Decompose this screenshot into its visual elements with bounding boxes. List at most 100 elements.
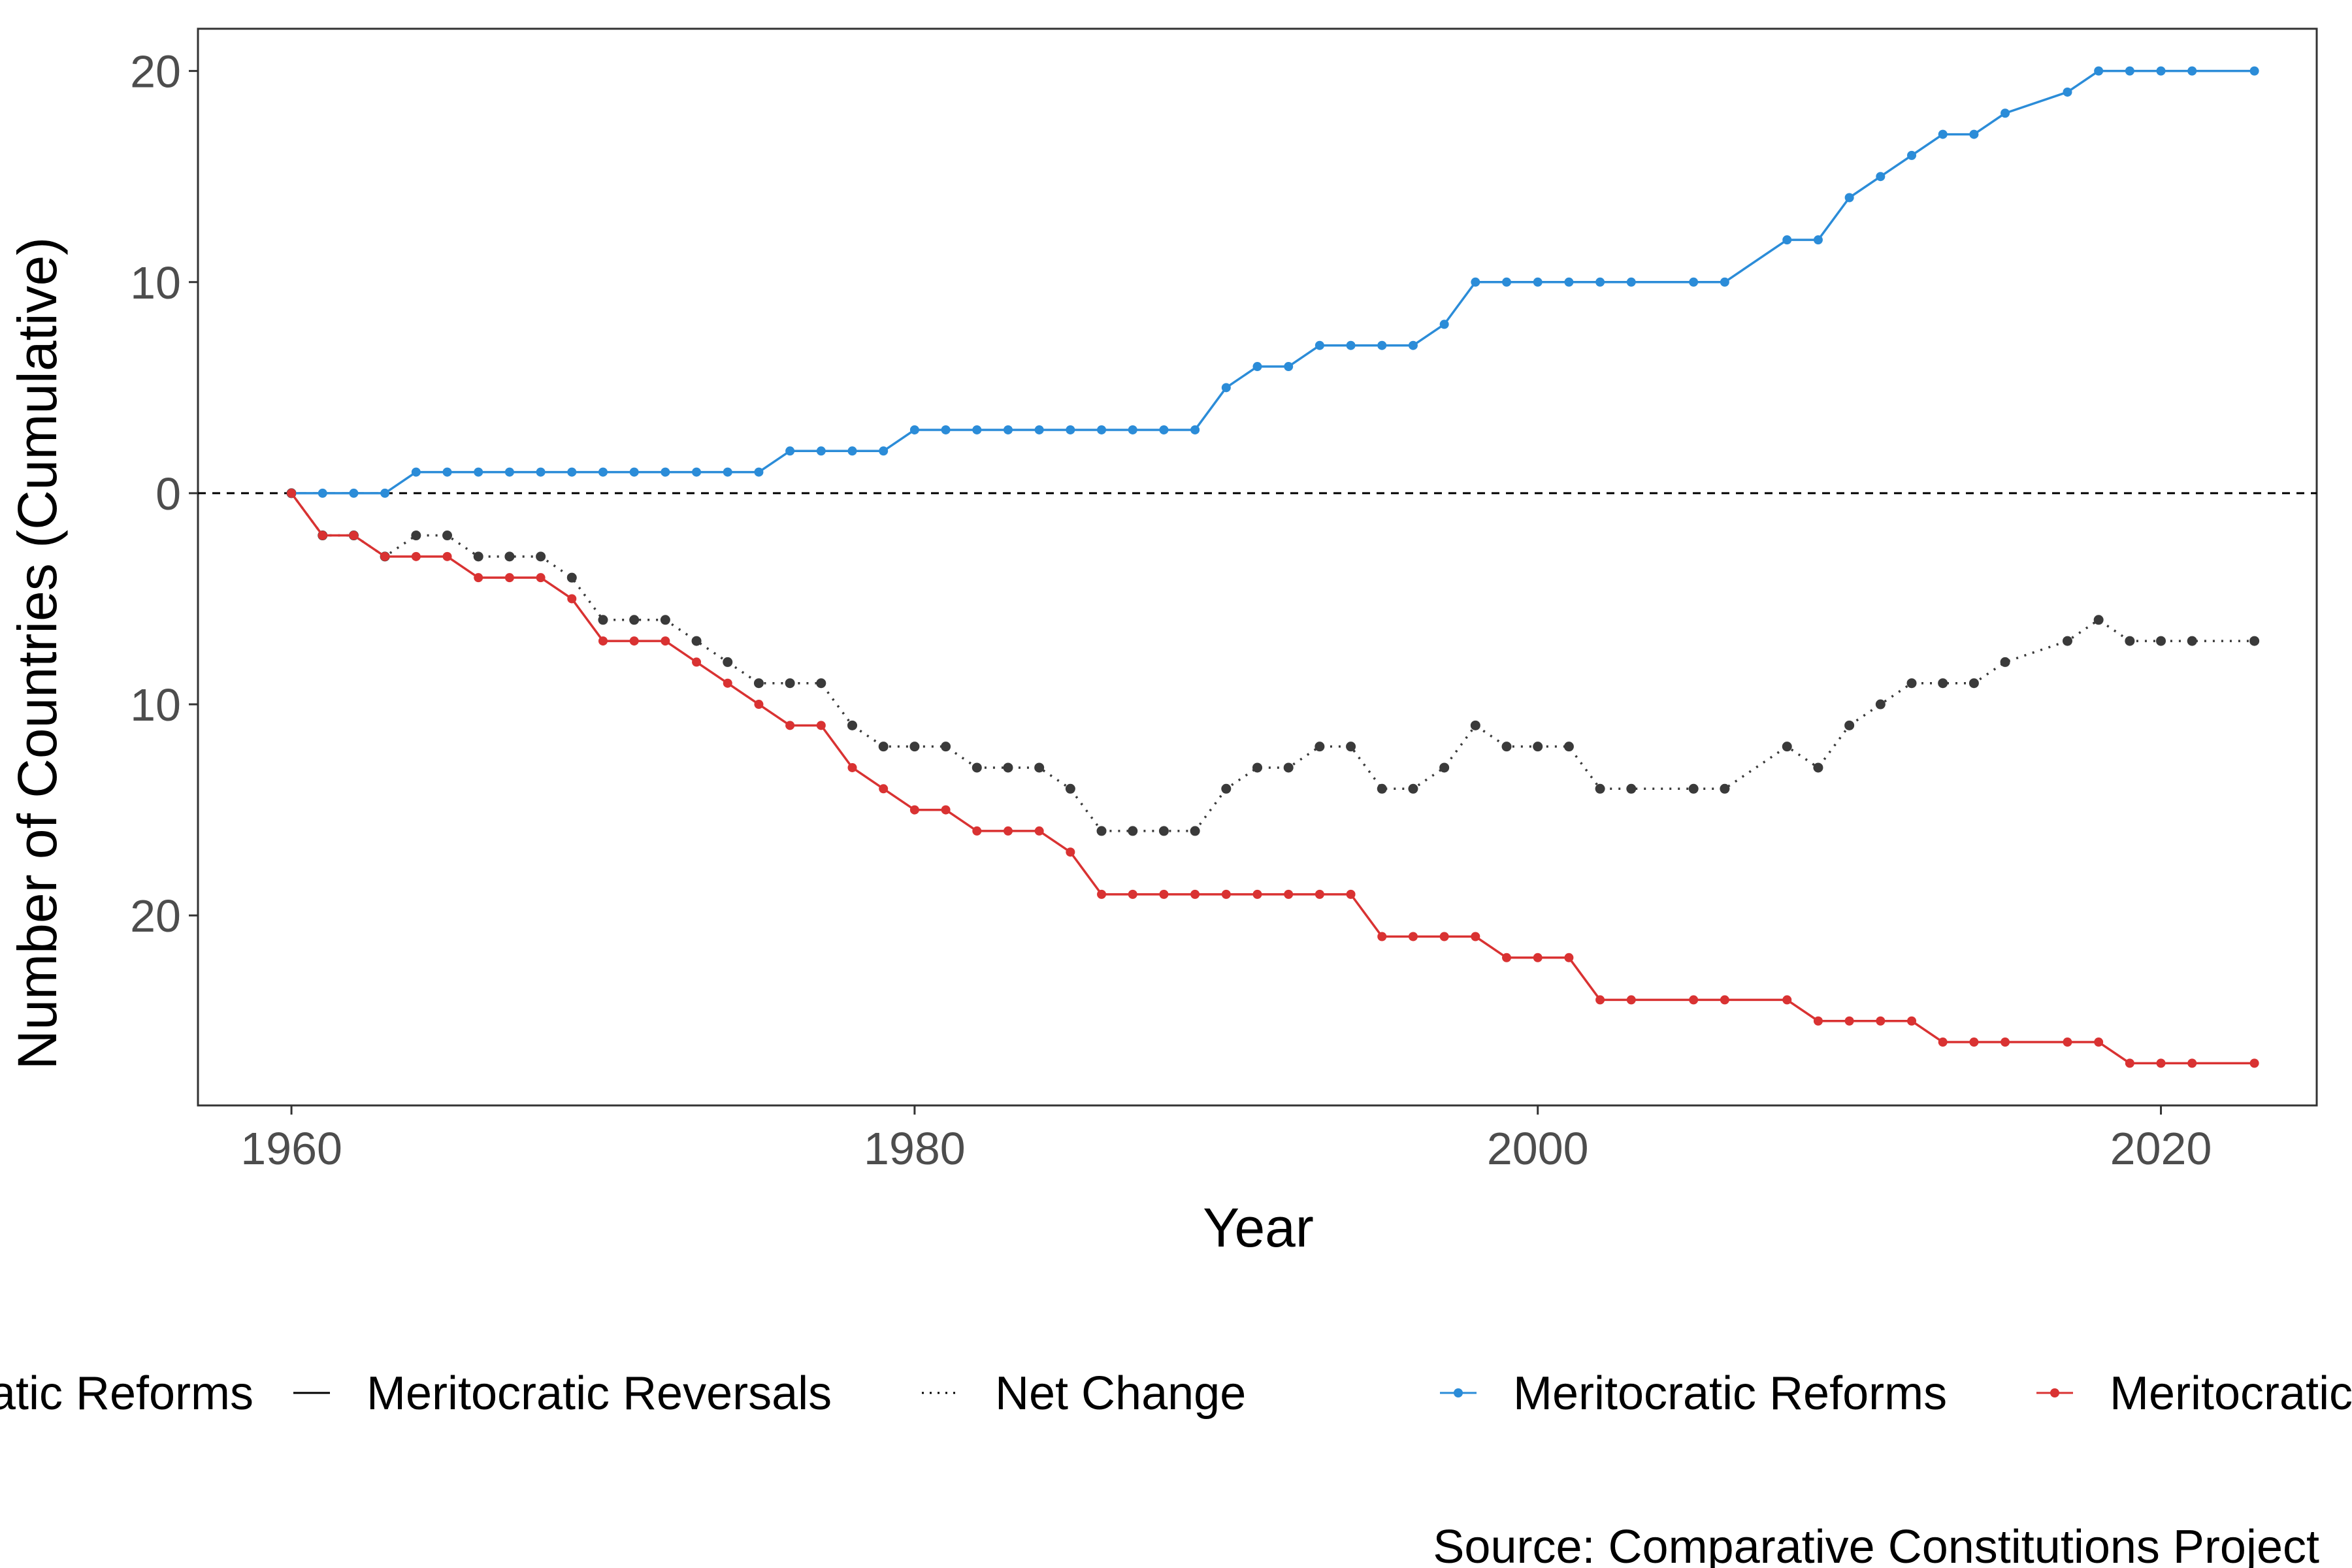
data-point-net-change (1782, 742, 1792, 752)
legend-label: Net Change (995, 1367, 1246, 1420)
data-point-meritocratic-reversals (1969, 1037, 1979, 1047)
data-point-meritocratic-reversals (2125, 1058, 2134, 1068)
data-point-net-change (1720, 783, 1730, 794)
data-point-meritocratic-reforms (972, 425, 982, 434)
data-point-net-change (1626, 783, 1637, 794)
data-point-meritocratic-reforms (1377, 340, 1387, 350)
data-point-meritocratic-reversals (1720, 995, 1729, 1005)
data-point-net-change (909, 742, 920, 752)
data-point-meritocratic-reversals (2249, 1058, 2259, 1068)
data-point-meritocratic-reversals (816, 721, 826, 730)
data-point-net-change (1439, 762, 1450, 773)
data-point-meritocratic-reversals (1844, 1016, 1854, 1026)
data-point-meritocratic-reforms (941, 425, 951, 434)
data-point-net-change (566, 572, 577, 583)
data-point-meritocratic-reversals (1782, 995, 1792, 1005)
data-point-meritocratic-reforms (1408, 340, 1418, 350)
data-point-net-change (1096, 826, 1107, 836)
data-point-net-change (504, 551, 515, 562)
data-point-net-change (691, 636, 702, 646)
data-point-meritocratic-reforms (2063, 87, 2072, 97)
y-tick-label: 20 (130, 46, 181, 97)
data-point-meritocratic-reversals (1907, 1016, 1917, 1026)
legend-label: Meritocratic Reversals (2110, 1367, 2352, 1420)
x-axis-title: Year (1203, 1197, 1314, 1258)
data-point-meritocratic-reforms (474, 467, 483, 477)
data-point-meritocratic-reversals (380, 551, 390, 561)
data-point-meritocratic-reforms (1003, 425, 1013, 434)
data-point-meritocratic-reversals (474, 573, 483, 583)
data-point-meritocratic-reversals (1564, 953, 1574, 962)
plot-panel (197, 27, 2318, 1107)
data-point-net-change (972, 762, 982, 773)
x-tick-label: 2000 (1487, 1123, 1589, 1174)
data-point-net-change (1688, 783, 1699, 794)
data-point-meritocratic-reforms (1969, 129, 1979, 139)
y-tick-label: 10 (130, 679, 181, 730)
x-axis: 1960 1980 2000 2020 (240, 1105, 2212, 1174)
data-point-meritocratic-reversals (2063, 1037, 2072, 1047)
data-point-meritocratic-reversals (1034, 826, 1044, 836)
data-point-meritocratic-reversals (1689, 995, 1699, 1005)
data-point-meritocratic-reversals (598, 636, 608, 646)
data-point-net-change (1875, 699, 1886, 710)
data-point-net-change (660, 615, 670, 625)
y-tick-label: 10 (130, 257, 181, 308)
data-point-meritocratic-reforms (1159, 425, 1169, 434)
data-point-meritocratic-reforms (723, 467, 732, 477)
data-point-meritocratic-reforms (2249, 66, 2259, 76)
series-meritocratic-reforms (287, 66, 2259, 498)
data-point-meritocratic-reforms (1907, 150, 1917, 160)
data-point-meritocratic-reforms (442, 467, 452, 477)
data-point-net-change (1533, 742, 1543, 752)
series-meritocratic-reversals (287, 488, 2259, 1068)
data-point-meritocratic-reversals (536, 573, 546, 583)
data-point-meritocratic-reforms (318, 488, 327, 498)
data-point-meritocratic-reversals (349, 531, 359, 540)
data-point-meritocratic-reforms (1284, 362, 1294, 372)
data-point-net-change (2156, 636, 2166, 646)
data-point-meritocratic-reforms (1876, 172, 1886, 182)
data-point-net-change (2125, 636, 2135, 646)
data-point-net-change (2000, 657, 2010, 667)
data-point-meritocratic-reforms (380, 488, 390, 498)
data-point-meritocratic-reforms (1128, 425, 1137, 434)
data-point-meritocratic-reversals (318, 531, 327, 540)
data-point-net-change (411, 531, 421, 541)
data-point-meritocratic-reforms (816, 446, 826, 456)
data-point-meritocratic-reversals (2156, 1058, 2166, 1068)
data-point-net-change (1595, 783, 1605, 794)
data-point-net-change (1221, 783, 1232, 794)
data-point-meritocratic-reversals (1377, 932, 1387, 941)
data-point-meritocratic-reversals (723, 678, 732, 688)
legend-label: Meritocratic Reforms (0, 1367, 253, 1420)
data-point-meritocratic-reversals (1533, 953, 1543, 962)
data-point-meritocratic-reforms (2187, 66, 2197, 76)
data-point-net-change (1034, 762, 1045, 773)
data-point-meritocratic-reversals (1315, 889, 1324, 899)
data-point-meritocratic-reforms (349, 488, 359, 498)
data-point-meritocratic-reforms (2094, 66, 2104, 76)
data-point-meritocratic-reversals (1097, 889, 1107, 899)
x-tick-label: 1980 (864, 1123, 966, 1174)
data-point-meritocratic-reforms (411, 467, 421, 477)
data-point-meritocratic-reversals (754, 700, 764, 710)
series-line-meritocratic-reforms (291, 69, 2255, 495)
data-point-meritocratic-reversals (2187, 1058, 2197, 1068)
data-point-net-change (1128, 826, 1138, 836)
data-point-net-change (878, 742, 889, 752)
data-point-meritocratic-reforms (1034, 425, 1044, 434)
data-point-meritocratic-reversals (1938, 1037, 1948, 1047)
data-point-net-change (1158, 826, 1169, 836)
data-point-meritocratic-reforms (1502, 277, 1512, 287)
data-point-meritocratic-reforms (629, 467, 639, 477)
series-layer (198, 66, 2317, 1068)
data-point-meritocratic-reversals (847, 762, 857, 772)
data-point-net-change (847, 720, 858, 730)
plot-border (197, 27, 2318, 1107)
data-point-net-change (473, 551, 483, 562)
legend-label: Meritocratic Reforms (1513, 1367, 1947, 1420)
data-point-meritocratic-reforms (2001, 108, 2010, 118)
data-point-meritocratic-reforms (1066, 425, 1075, 434)
data-point-net-change (1470, 720, 1480, 730)
